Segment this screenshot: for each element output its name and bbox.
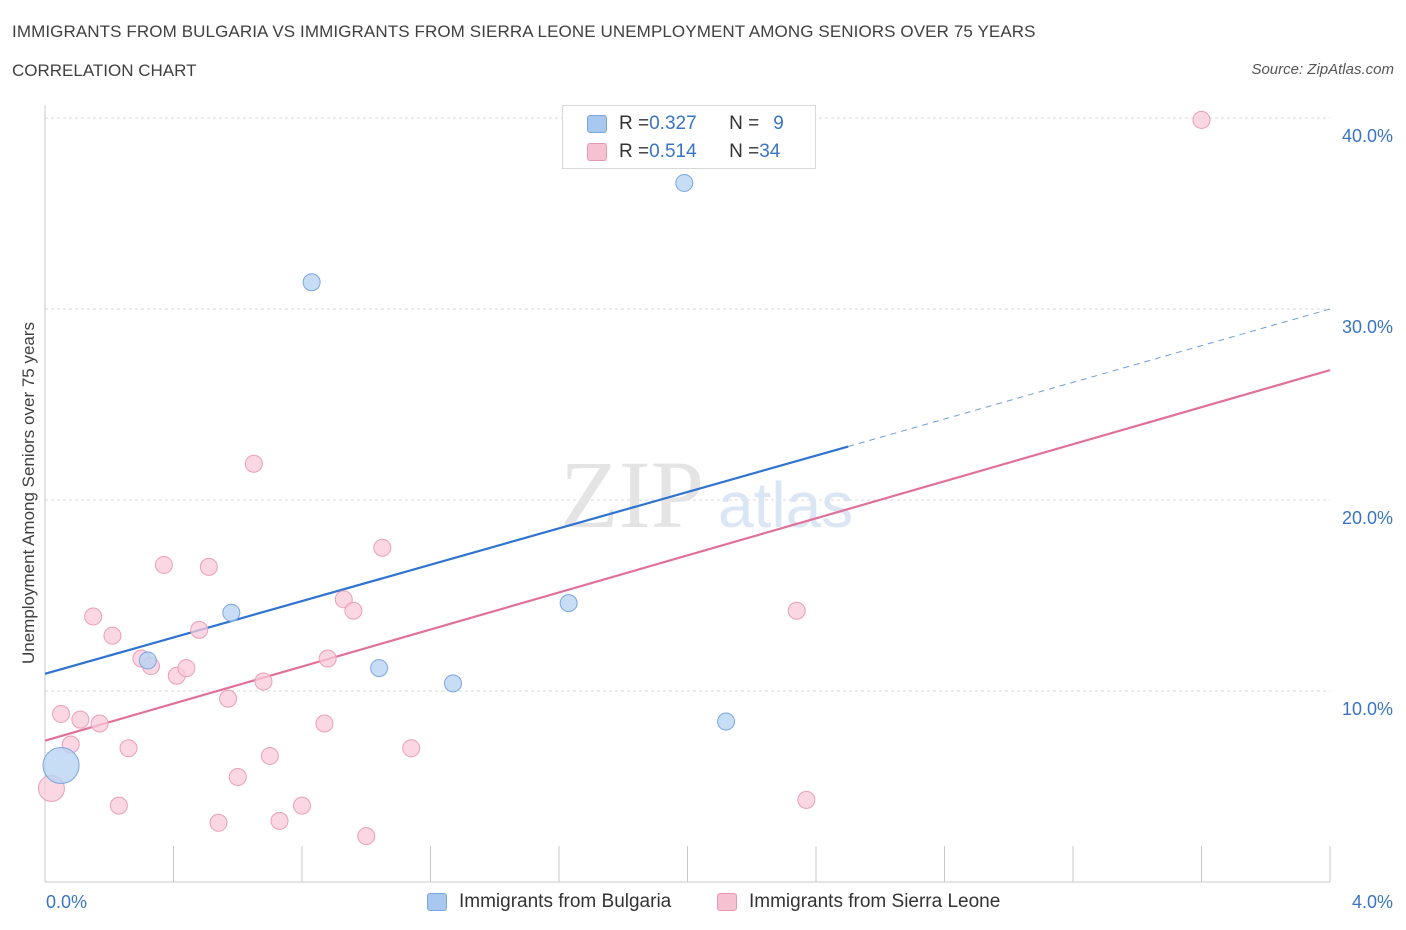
axes [44, 105, 1331, 883]
legend-n-value: 34 [759, 141, 781, 162]
trend-line-bulgaria [44, 445, 849, 675]
data-point-sierra-leone [334, 590, 353, 609]
x-tick-label: 4.0% [1352, 892, 1393, 912]
data-point-sierra-leone [190, 620, 209, 639]
legend-r-label: R = [619, 141, 650, 162]
data-point-sierra-leone [293, 796, 311, 815]
data-point-sierra-leone [199, 557, 218, 576]
tick-labels: 10.0% 20.0% 30.0% 40.0% 0.0% 4.0% [46, 126, 1393, 912]
data-point-bulgaria [443, 674, 462, 693]
data-point-sierra-leone [90, 714, 109, 733]
data-point-sierra-leone [254, 672, 273, 691]
legend-swatch-sierra-leone [587, 143, 607, 161]
bottom-legend-label-sierra-leone: Immigrants from Sierra Leone [749, 891, 1001, 912]
data-point-bulgaria [302, 273, 321, 292]
data-point-bulgaria [42, 746, 80, 784]
data-point-sierra-leone [154, 555, 173, 574]
data-point-sierra-leone [103, 626, 122, 645]
data-point-sierra-leone [797, 790, 816, 809]
legend-n-label: N = [729, 141, 760, 162]
data-point-bulgaria [370, 659, 389, 678]
data-point-sierra-leone [787, 601, 806, 620]
legend-n-value: 9 [773, 113, 784, 134]
chart-subtitle: CORRELATION CHART [12, 61, 197, 80]
data-point-sierra-leone [260, 746, 279, 765]
data-point-sierra-leone [52, 704, 71, 723]
data-point-sierra-leone [228, 767, 247, 786]
legend-swatch-bulgaria [587, 115, 607, 133]
data-point-sierra-leone [402, 739, 421, 758]
y-tick-label: 40.0% [1342, 126, 1393, 146]
bottom-legend-label-bulgaria: Immigrants from Bulgaria [459, 891, 672, 912]
data-point-bulgaria [675, 173, 694, 192]
data-point-sierra-leone [244, 454, 263, 473]
data-point-sierra-leone [270, 811, 289, 830]
legend-row-bulgaria: R = 0.327 N = 9 [587, 112, 784, 136]
bottom-legend-bulgaria: Immigrants from Bulgaria [427, 889, 671, 915]
legend-r-value: 0.514 [649, 141, 697, 162]
data-point-sierra-leone [1192, 110, 1211, 129]
source-label: Source: ZipAtlas.com [1251, 61, 1394, 78]
data-point-bulgaria [222, 603, 241, 622]
data-point-sierra-leone [373, 538, 392, 557]
data-point-sierra-leone [219, 689, 238, 708]
legend-row-sierra-leone: R = 0.514 N = 34 [587, 140, 780, 164]
legend-n-label: N = [729, 113, 760, 134]
data-point-sierra-leone [357, 827, 376, 846]
watermark-atlas: atlas [718, 469, 853, 541]
data-point-sierra-leone [177, 659, 196, 678]
data-point-sierra-leone [318, 649, 337, 668]
x-tick-label: 0.0% [46, 892, 87, 912]
trend-line-bulgaria-extension [847, 308, 1331, 448]
data-point-sierra-leone [71, 710, 90, 729]
data-point-sierra-leone [315, 714, 334, 733]
trend-line-sierra-leone [44, 369, 1331, 742]
y-tick-label: 30.0% [1342, 317, 1393, 337]
chart-title: IMMIGRANTS FROM BULGARIA VS IMMIGRANTS F… [12, 22, 1036, 41]
grid-lines [45, 117, 1330, 692]
legend-r-label: R = [619, 113, 650, 134]
data-points [37, 110, 1211, 846]
data-point-bulgaria [559, 594, 578, 613]
data-point-sierra-leone [84, 607, 103, 626]
bottom-legend-sierra-leone: Immigrants from Sierra Leone [717, 889, 1000, 915]
bottom-legend-swatch-bulgaria [427, 893, 447, 911]
bottom-legend-swatch-sierra-leone [717, 893, 737, 911]
y-axis-title: Unemployment Among Seniors over 75 years [19, 322, 38, 664]
data-point-sierra-leone [344, 601, 363, 620]
legend: R = 0.327 N = 9 R = 0.514 N = 34 [562, 105, 816, 169]
data-point-sierra-leone [109, 796, 128, 815]
data-point-sierra-leone [119, 739, 138, 758]
data-point-bulgaria [138, 651, 157, 670]
y-tick-label: 10.0% [1342, 699, 1393, 719]
data-point-bulgaria [717, 712, 736, 731]
data-point-sierra-leone [209, 813, 228, 832]
y-tick-label: 20.0% [1342, 508, 1393, 528]
legend-r-value: 0.327 [649, 113, 697, 134]
